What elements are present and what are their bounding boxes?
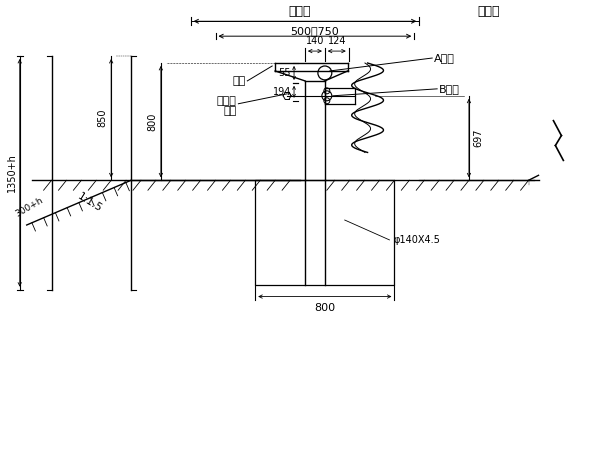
Text: 55: 55 — [278, 68, 291, 78]
Text: 土路肩: 土路肩 — [289, 5, 311, 18]
Text: 850: 850 — [97, 109, 107, 127]
Text: 1:1.5: 1:1.5 — [75, 191, 103, 213]
Text: A节点: A节点 — [434, 53, 455, 63]
Text: 300+h: 300+h — [14, 196, 45, 219]
Text: 蝥栓: 蝥栓 — [223, 106, 236, 116]
Text: 800: 800 — [314, 302, 335, 312]
Text: 六角头: 六角头 — [217, 96, 236, 106]
Text: 194: 194 — [272, 87, 291, 97]
Text: 697: 697 — [473, 129, 483, 147]
Text: 路缘带: 路缘带 — [478, 5, 500, 18]
Text: 柱帽: 柱帽 — [232, 76, 245, 86]
Text: 800: 800 — [147, 112, 157, 131]
Text: 124: 124 — [328, 36, 346, 46]
Bar — [255, 180, 394, 285]
Text: 140: 140 — [306, 36, 324, 46]
Text: B节点: B节点 — [439, 84, 460, 94]
Text: 1350+h: 1350+h — [7, 153, 17, 192]
Text: φ140X4.5: φ140X4.5 — [394, 235, 440, 245]
Text: 500～750: 500～750 — [290, 26, 339, 36]
